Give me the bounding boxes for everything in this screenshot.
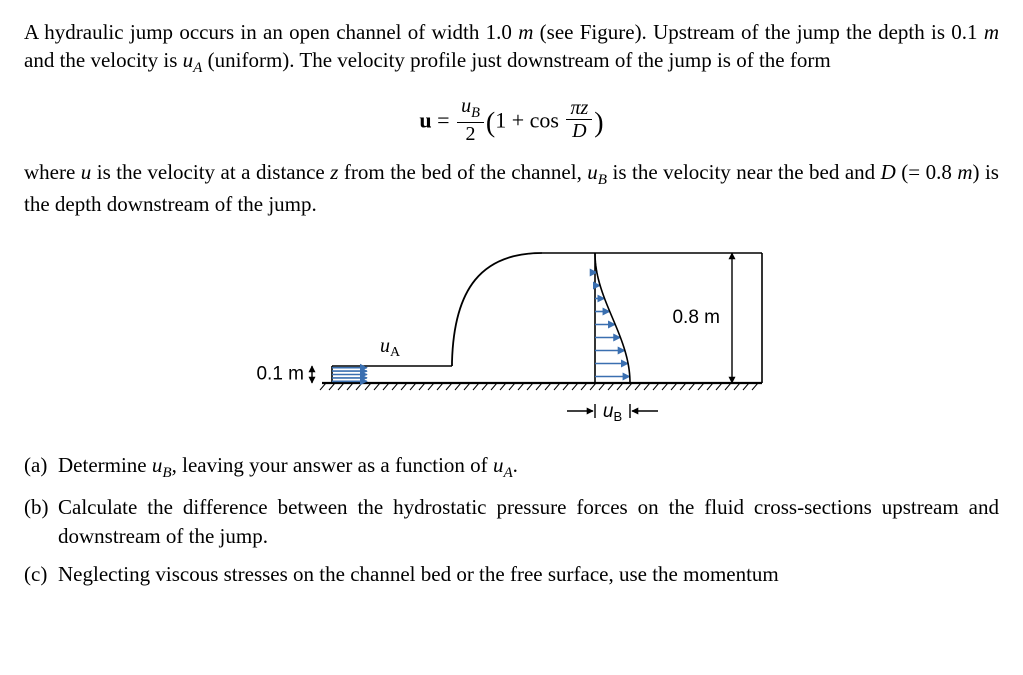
qa-end: . <box>513 453 518 477</box>
eq-D: D <box>566 120 592 143</box>
qa-pre: Determine <box>58 453 152 477</box>
marker-c: (c) <box>24 560 58 588</box>
p2-mid3: is the velocity near the bed and <box>607 160 881 184</box>
p1-text: A hydraulic jump occurs in an open chann… <box>24 20 518 44</box>
question-a: (a) Determine uB, leaving your answer as… <box>24 451 999 484</box>
p2-mid1: is the velocity at a distance <box>91 160 330 184</box>
question-c: (c) Neglecting viscous stresses on the c… <box>24 560 999 588</box>
eq-rparen: ) <box>594 107 603 138</box>
eq-equals: = <box>432 107 455 132</box>
p1-text2: (see Figure). Upstream of the jump the d… <box>533 20 983 44</box>
uA-A: A <box>193 61 202 77</box>
question-list: (a) Determine uB, leaving your answer as… <box>24 451 999 589</box>
p2-m: m <box>957 160 972 184</box>
p2-D: D <box>881 160 896 184</box>
unit-m: m <box>518 20 533 44</box>
marker-b: (b) <box>24 493 58 550</box>
unit-m2: m <box>984 20 999 44</box>
qa-mid: , leaving your answer as a function of <box>172 453 493 477</box>
body-a: Determine uB, leaving your answer as a f… <box>58 451 999 484</box>
paragraph-1: A hydraulic jump occurs in an open chann… <box>24 18 999 79</box>
svg-text:0.1 m: 0.1 m <box>256 363 304 384</box>
eq-frac-piz-d: πzD <box>566 97 592 143</box>
svg-text:0.8 m: 0.8 m <box>672 307 720 328</box>
eq-1pluscos: 1 + cos <box>495 107 564 132</box>
marker-a: (a) <box>24 451 58 484</box>
qa-uB-B: B <box>162 465 171 481</box>
uA-u: u <box>183 48 194 72</box>
svg-text:uA: uA <box>379 335 400 360</box>
qa-uA-A: A <box>503 465 512 481</box>
p1-text3: and the velocity is <box>24 48 183 72</box>
qa-uB-u: u <box>152 453 163 477</box>
p2-uB-B: B <box>598 172 607 188</box>
question-b: (b) Calculate the difference between the… <box>24 493 999 550</box>
figure-container: uA 0.1 m 0.8 m uB <box>24 223 999 451</box>
eq-frac-ub2: uB 2 <box>457 95 484 146</box>
body-c: Neglecting viscous stresses on the chann… <box>58 560 999 588</box>
p1-text4: (uniform). The velocity profile just dow… <box>202 48 830 72</box>
eq-ub-u: u <box>461 95 471 117</box>
eq-den-2: 2 <box>457 123 484 146</box>
p2-mid2: from the bed of the channel, <box>338 160 587 184</box>
eq-lhs-u: u <box>419 107 431 132</box>
body-b: Calculate the difference between the hyd… <box>58 493 999 550</box>
hydraulic-jump-figure: uA 0.1 m 0.8 m uB <box>252 233 772 433</box>
eq-ub-b: B <box>471 105 480 121</box>
p2-u: u <box>81 160 92 184</box>
eq-z: z <box>580 97 588 119</box>
svg-text:uB: uB <box>602 401 621 424</box>
p2-uB-u: u <box>587 160 598 184</box>
page: A hydraulic jump occurs in an open chann… <box>0 0 1023 588</box>
eq-lparen: ( <box>486 107 495 138</box>
paragraph-2: where u is the velocity at a distance z … <box>24 158 999 219</box>
p2-pre: where <box>24 160 81 184</box>
equation-velocity-profile: u = uB2(1 + cos πzD) <box>24 83 999 158</box>
p2-paren: (= 0.8 <box>896 160 958 184</box>
eq-pi: π <box>570 97 580 119</box>
qa-uA-u: u <box>493 453 504 477</box>
